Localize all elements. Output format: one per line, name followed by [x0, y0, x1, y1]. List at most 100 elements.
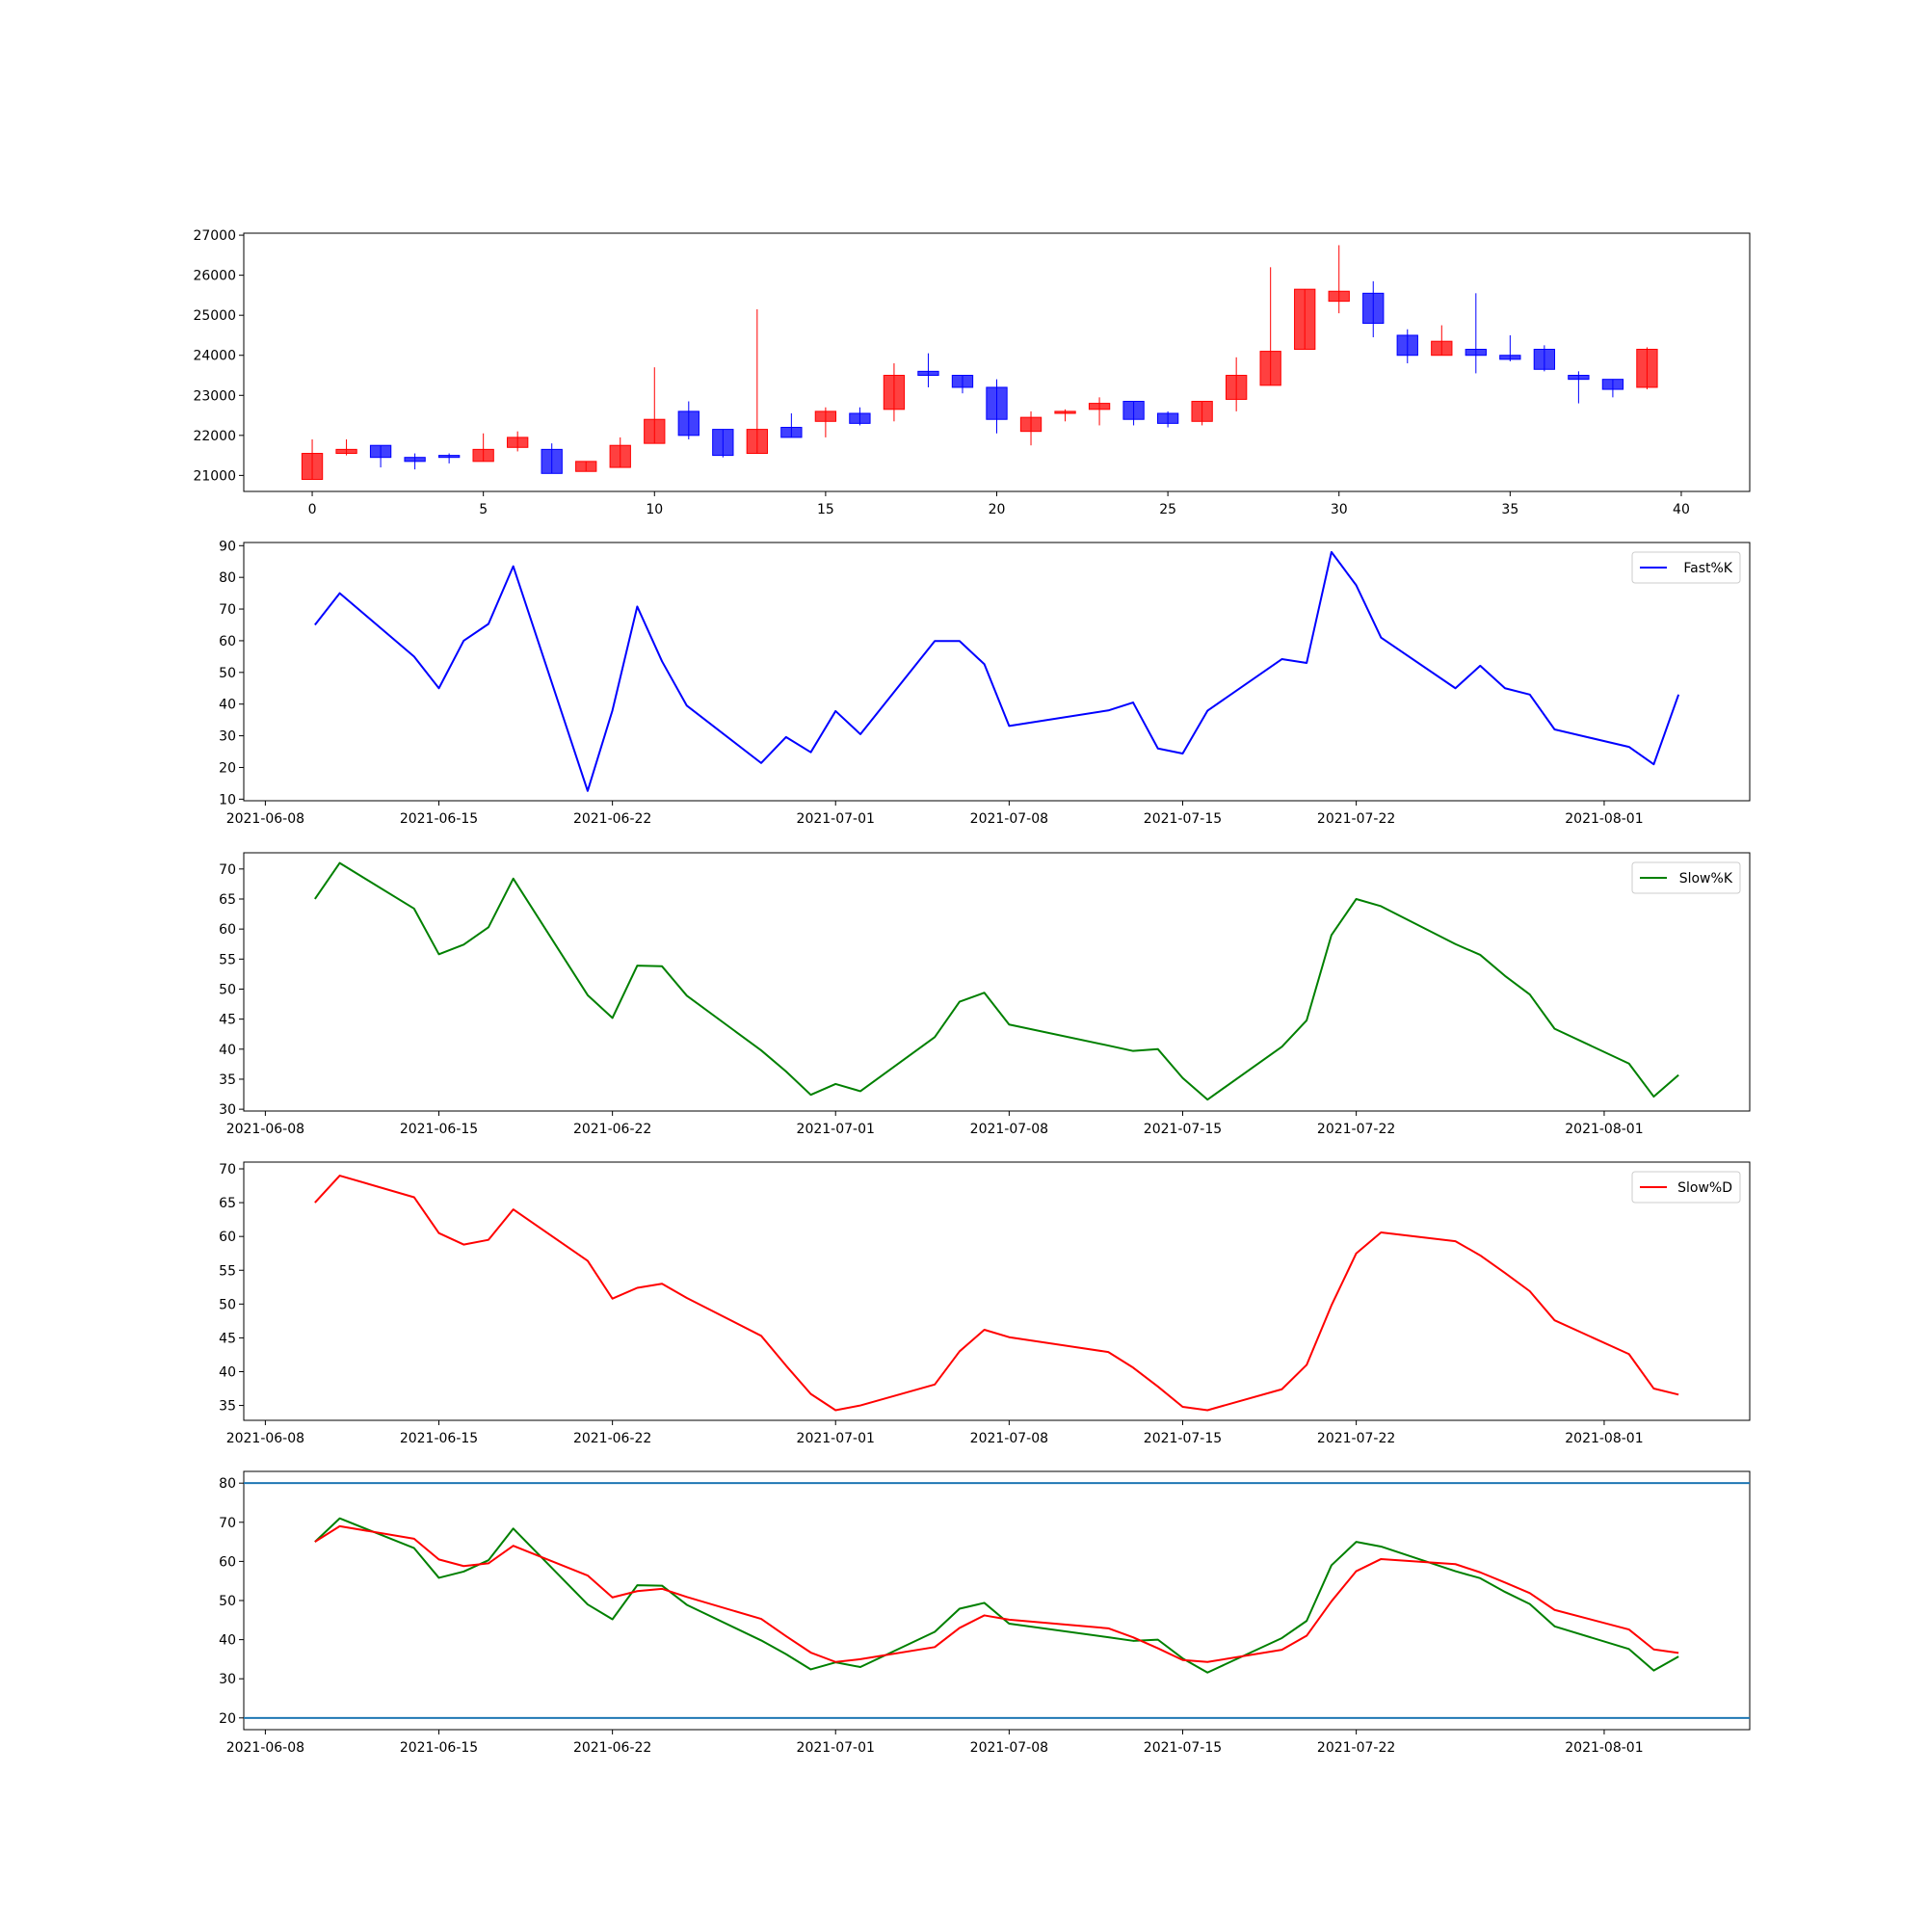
- candle: [1533, 345, 1556, 372]
- candle: [437, 453, 461, 463]
- candle: [1396, 329, 1418, 364]
- candle-body: [1054, 410, 1076, 414]
- x-tick-label: 2021-06-08: [226, 1740, 304, 1756]
- candle: [814, 407, 837, 437]
- x-tick-label: 25: [1159, 502, 1176, 517]
- candle-body: [1226, 375, 1248, 400]
- y-tick-label: 60: [219, 634, 236, 649]
- candle-body: [437, 455, 461, 459]
- candle-body: [369, 444, 392, 459]
- y-tick-label: 55: [219, 1263, 236, 1279]
- candle: [1636, 347, 1658, 390]
- candle: [780, 412, 803, 438]
- x-tick-label: 2021-06-08: [226, 811, 304, 827]
- legend-2: Fast%K: [1631, 551, 1741, 584]
- x-tick-label: 2021-06-15: [400, 1740, 478, 1756]
- y-tick-label: 70: [219, 862, 236, 878]
- candle: [986, 379, 1008, 434]
- candle-body: [1362, 292, 1385, 324]
- candle: [369, 444, 392, 468]
- x-axis-2: 2021-06-08 2021-06-15 2021-06-22 2021-07-01…: [226, 801, 1644, 827]
- candle: [541, 443, 563, 474]
- y-tick-label: 80: [219, 570, 236, 586]
- x-tick-label: 2021-07-08: [970, 1122, 1048, 1137]
- y-tick-label: 35: [219, 1072, 236, 1088]
- combined-slow-k-line: [314, 1517, 1679, 1674]
- x-tick-label: 2021-07-22: [1317, 1431, 1395, 1446]
- x-tick-label: 2021-07-15: [1144, 1431, 1222, 1446]
- candle-body: [1259, 351, 1281, 386]
- y-tick-label: 50: [219, 1594, 236, 1609]
- x-tick-label: 2021-07-01: [797, 1122, 875, 1137]
- y-tick-label: 60: [219, 922, 236, 938]
- candle-body: [1601, 379, 1624, 390]
- candle: [1259, 267, 1281, 386]
- candle-body: [746, 429, 768, 455]
- x-axis-5: 2021-06-08 2021-06-15 2021-06-22 2021-07-01…: [226, 1730, 1644, 1756]
- candle-body: [472, 448, 494, 463]
- y-tick-label: 20: [219, 760, 236, 776]
- y-tick-label: 45: [219, 1331, 236, 1346]
- y-axis-4: 35 40 45 50 55 60 65 70: [219, 1162, 244, 1415]
- legend-box: [1631, 861, 1741, 894]
- candle-body: [883, 375, 906, 410]
- axes-frame-4: [243, 1161, 1751, 1421]
- axes-frame-2: [243, 542, 1751, 802]
- candle: [1362, 280, 1385, 338]
- candle: [917, 353, 939, 387]
- x-tick-label: 2021-06-08: [226, 1122, 304, 1137]
- y-tick-label: 70: [219, 1162, 236, 1178]
- y-tick-label: 65: [219, 892, 236, 908]
- candle: [575, 461, 597, 472]
- x-tick-label: 2021-07-08: [970, 1740, 1048, 1756]
- combined-slow-d-line: [314, 1524, 1679, 1663]
- x-tick-label: 2021-07-08: [970, 811, 1048, 827]
- y-tick-label: 70: [219, 1516, 236, 1531]
- x-tick-label: 35: [1501, 502, 1518, 517]
- candle: [1431, 325, 1453, 357]
- legend-label: Slow%K: [1679, 871, 1733, 887]
- candle-body: [404, 457, 426, 463]
- x-tick-label: 2021-07-01: [797, 1740, 875, 1756]
- candle: [404, 453, 426, 470]
- y-tick-label: 27000: [193, 228, 236, 244]
- axes-frame-3: [243, 852, 1751, 1112]
- x-axis-1: 0 5 10 15 20 25 30 35 40: [308, 491, 1690, 517]
- candle-body: [1499, 355, 1521, 360]
- candle-body: [1088, 403, 1111, 410]
- fast-k-line: [314, 550, 1680, 792]
- x-tick-label: 2021-07-15: [1144, 1122, 1222, 1137]
- candle-body: [301, 453, 324, 481]
- y-tick-label: 21000: [193, 468, 236, 484]
- candle: [1226, 357, 1248, 411]
- x-tick-label: 40: [1673, 502, 1690, 517]
- x-tick-label: 2021-06-22: [573, 1740, 651, 1756]
- candle-body: [951, 375, 974, 388]
- candle: [1054, 409, 1076, 422]
- candle-body: [917, 370, 939, 377]
- x-tick-label: 2021-06-15: [400, 1431, 478, 1446]
- y-tick-label: 40: [219, 1364, 236, 1380]
- y-tick-label: 40: [219, 698, 236, 713]
- candle: [849, 407, 871, 426]
- y-tick-label: 40: [219, 1043, 236, 1058]
- y-tick-label: 20: [219, 1711, 236, 1727]
- y-tick-label: 60: [219, 1230, 236, 1245]
- y-tick-label: 22000: [193, 429, 236, 444]
- x-tick-label: 2021-06-15: [400, 811, 478, 827]
- candle-body: [1568, 375, 1590, 381]
- x-tick-label: 2021-08-01: [1565, 1122, 1643, 1137]
- legend-4: Slow%D: [1631, 1171, 1741, 1204]
- candle-body: [986, 386, 1008, 420]
- candle-body: [335, 448, 357, 455]
- x-tick-label: 2021-06-08: [226, 1431, 304, 1446]
- legend-label: Fast%K: [1683, 561, 1732, 576]
- candle-body: [1156, 412, 1179, 424]
- x-tick-label: 2021-07-22: [1317, 811, 1395, 827]
- slow-k-line: [314, 861, 1679, 1101]
- candle: [951, 375, 974, 394]
- candle: [1122, 401, 1145, 426]
- x-axis-4: 2021-06-08 2021-06-15 2021-06-22 2021-07-01…: [226, 1420, 1644, 1446]
- candle-body: [677, 410, 700, 437]
- x-tick-label: 2021-08-01: [1565, 1740, 1643, 1756]
